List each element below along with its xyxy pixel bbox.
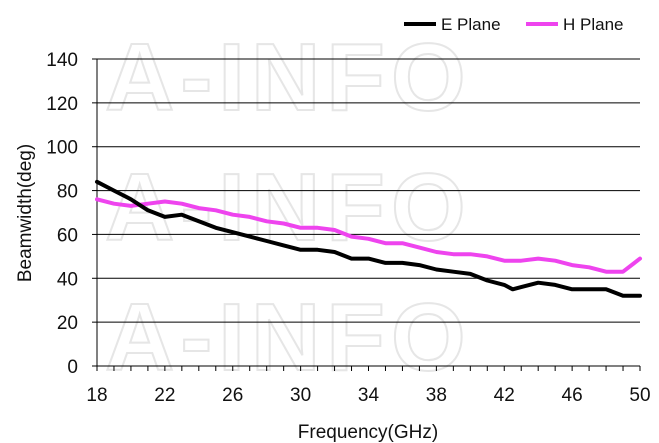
series-line-e-plane xyxy=(95,179,642,298)
watermark-a-info-3: A-INFO xyxy=(105,284,472,391)
ytick-label-140: 140 xyxy=(46,50,78,71)
watermark-a-info-1: A-INFO xyxy=(105,24,472,131)
ytick-label-0: 0 xyxy=(67,357,78,378)
legend-label-e-plane: E Plane xyxy=(441,15,501,34)
axes xyxy=(92,58,641,371)
ytick-label-20: 20 xyxy=(57,313,78,334)
xtick-label-22: 22 xyxy=(154,385,175,406)
xtick-label-26: 26 xyxy=(222,385,243,406)
x-axis-label: Frequency(GHz) xyxy=(298,422,438,443)
xtick-label-38: 38 xyxy=(426,385,447,406)
xtick-label-50: 50 xyxy=(629,385,650,406)
ytick-label-60: 60 xyxy=(57,225,78,246)
gridlines xyxy=(97,58,640,323)
y-axis-label: Beamwidth(deg) xyxy=(15,144,36,282)
series-lines xyxy=(95,179,642,298)
ytick-label-120: 120 xyxy=(46,94,78,115)
ytick-label-100: 100 xyxy=(46,138,78,159)
ytick-label-80: 80 xyxy=(57,182,78,203)
xtick-label-34: 34 xyxy=(358,385,380,406)
xtick-label-46: 46 xyxy=(562,385,583,406)
ytick-label-40: 40 xyxy=(57,269,78,290)
xtick-label-30: 30 xyxy=(290,385,311,406)
xtick-label-18: 18 xyxy=(86,385,107,406)
xtick-label-42: 42 xyxy=(494,385,515,406)
series-line-h-plane xyxy=(95,197,642,274)
legend-label-h-plane: H Plane xyxy=(563,15,623,34)
tick-labels: 0 20 40 60 80 100 120 140 18 22 26 30 34 38 42 46 50 xyxy=(46,50,650,406)
legend: E Plane H Plane xyxy=(404,15,623,34)
